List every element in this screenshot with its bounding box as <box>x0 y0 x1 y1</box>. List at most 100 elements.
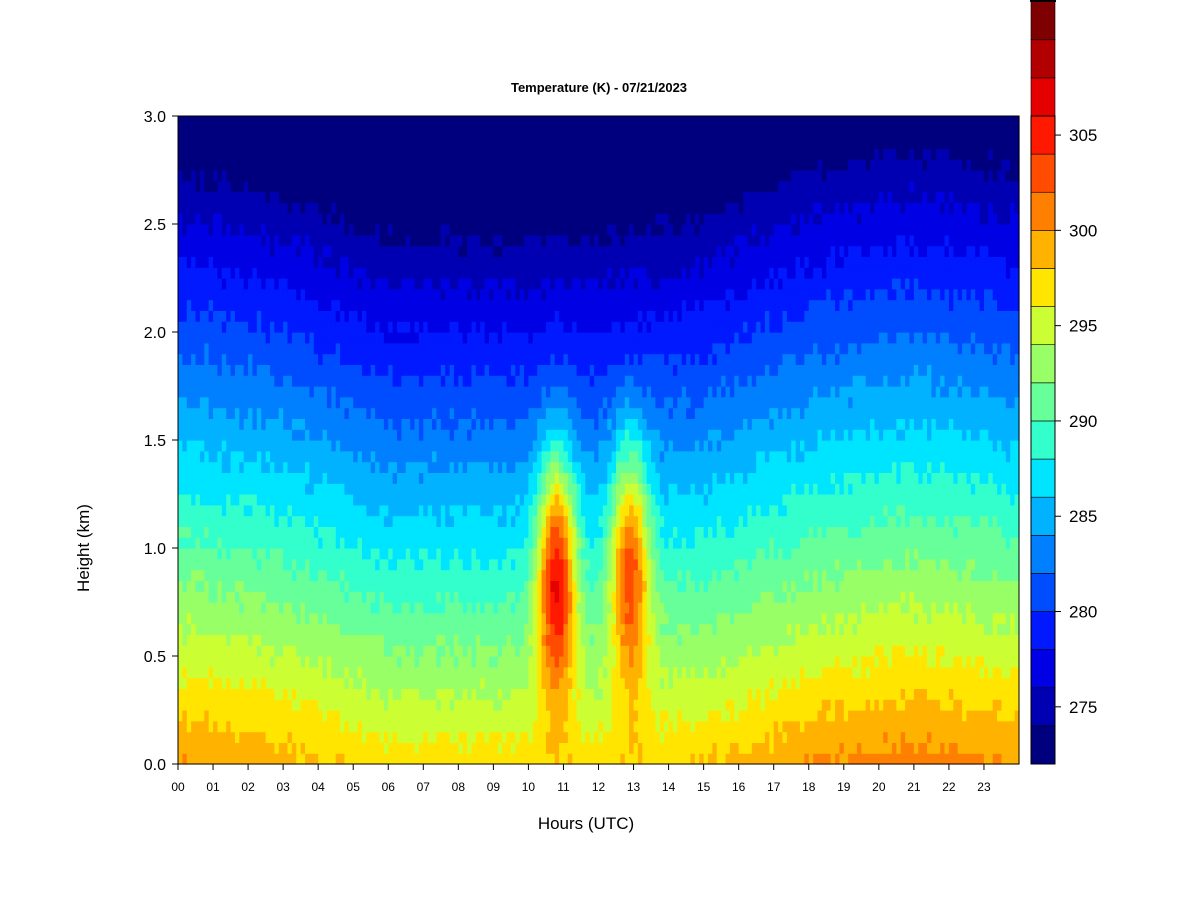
heatmap-cell <box>524 213 530 225</box>
heatmap-cell <box>445 699 451 711</box>
heatmap-cell <box>524 170 530 182</box>
heatmap-cell <box>370 494 376 506</box>
heatmap-cell <box>186 548 192 560</box>
heatmap-cell <box>252 332 258 344</box>
heatmap-cell <box>213 753 219 765</box>
heatmap-cell <box>458 375 464 387</box>
heatmap-cell <box>414 256 420 268</box>
heatmap-cell <box>471 526 477 538</box>
heatmap-cell <box>515 224 521 236</box>
heatmap-cell <box>252 731 258 743</box>
heatmap-cell <box>375 720 381 733</box>
heatmap-cell <box>326 753 332 765</box>
heatmap-cell <box>405 202 411 214</box>
heatmap-cell <box>383 591 389 603</box>
heatmap-cell <box>418 623 424 635</box>
heatmap-cell <box>291 580 297 592</box>
heatmap-cell <box>488 267 494 279</box>
heatmap-cell <box>326 537 332 549</box>
heatmap-cell <box>344 450 350 463</box>
heatmap-cell <box>204 170 210 182</box>
heatmap-cell <box>322 742 328 754</box>
heatmap-cell <box>488 461 494 473</box>
heatmap-cell <box>348 364 354 376</box>
heatmap-cell <box>401 407 407 419</box>
heatmap-cell <box>497 386 503 398</box>
heatmap-cell <box>440 472 446 484</box>
heatmap-cell <box>313 288 319 301</box>
heatmap-cell <box>418 569 424 581</box>
heatmap-cell <box>340 364 346 376</box>
heatmap-cell <box>388 742 394 754</box>
heatmap-cell <box>265 558 271 571</box>
heatmap-cell <box>278 548 284 560</box>
heatmap-cell <box>405 245 411 257</box>
heatmap-cell <box>204 116 210 128</box>
heatmap-cell <box>340 677 346 689</box>
heatmap-cell <box>186 450 192 463</box>
heatmap-cell <box>427 332 433 344</box>
heatmap-cell <box>274 602 280 614</box>
heatmap-cell <box>274 148 280 160</box>
heatmap-cell <box>256 656 262 668</box>
heatmap-cell <box>322 548 328 560</box>
heatmap-cell <box>230 731 236 743</box>
heatmap-cell <box>519 364 525 376</box>
heatmap-cell <box>278 526 284 538</box>
heatmap-cell <box>357 202 363 214</box>
heatmap-cell <box>243 234 249 247</box>
heatmap-cell <box>256 645 262 657</box>
heatmap-cell <box>453 710 459 722</box>
heatmap-cell <box>458 548 464 560</box>
heatmap-cell <box>287 126 293 139</box>
heatmap-cell <box>186 742 192 754</box>
heatmap-cell <box>178 299 183 311</box>
heatmap-cell <box>484 407 490 419</box>
heatmap-cell <box>221 548 227 560</box>
heatmap-cell <box>243 256 249 268</box>
heatmap-cell <box>199 256 205 268</box>
heatmap-cell <box>313 407 319 419</box>
heatmap-cell <box>186 332 192 344</box>
heatmap-cell <box>340 526 346 538</box>
heatmap-cell <box>191 213 197 225</box>
heatmap-cell <box>519 645 525 657</box>
heatmap-cell <box>230 472 236 484</box>
heatmap-cell <box>239 429 245 441</box>
heatmap-cell <box>488 202 494 214</box>
heatmap-cell <box>379 396 385 409</box>
heatmap-cell <box>226 148 232 160</box>
heatmap-cell <box>497 450 503 463</box>
heatmap-cell <box>287 623 293 635</box>
heatmap-cell <box>506 504 512 517</box>
heatmap-cell <box>199 418 205 430</box>
heatmap-cell <box>265 310 271 322</box>
heatmap-cell <box>252 342 258 355</box>
heatmap-cell <box>484 580 490 592</box>
heatmap-cell <box>449 710 455 722</box>
heatmap-cell <box>528 591 534 603</box>
heatmap-cell <box>208 753 214 765</box>
heatmap-cell <box>278 407 284 419</box>
heatmap-cell <box>532 753 538 765</box>
heatmap-cell <box>344 569 350 581</box>
heatmap-cell <box>340 267 346 279</box>
heatmap-cell <box>357 753 363 765</box>
heatmap-cell <box>462 256 468 268</box>
heatmap-cell <box>532 407 538 419</box>
heatmap-cell <box>182 159 188 171</box>
heatmap-cell <box>418 688 424 700</box>
heatmap-cell <box>261 591 267 603</box>
heatmap-cell <box>471 288 477 301</box>
heatmap-cell <box>178 494 183 506</box>
heatmap-cell <box>226 634 232 646</box>
heatmap-cell <box>335 396 341 409</box>
heatmap-cell <box>234 504 240 517</box>
heatmap-cell <box>252 288 258 301</box>
heatmap-cell <box>300 537 306 549</box>
heatmap-cell <box>515 548 521 560</box>
heatmap-cell <box>392 375 398 387</box>
heatmap-cell <box>274 483 280 495</box>
heatmap-cell <box>432 159 438 171</box>
heatmap-cell <box>248 364 254 376</box>
